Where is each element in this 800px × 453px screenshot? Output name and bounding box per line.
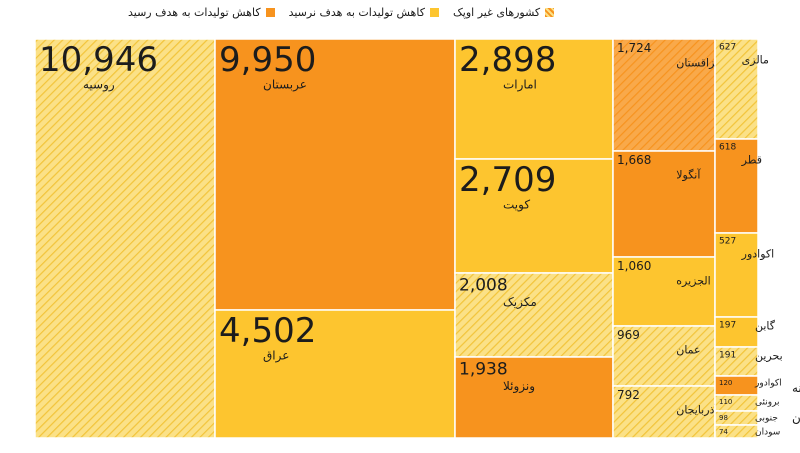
treemap-cell [612,150,716,258]
cell-name-label: عربستان [263,77,307,92]
cell-name-label: مکزیک [503,295,537,310]
cell-value-label: 2,709 [459,160,556,200]
legend-label: کشورهای غیر اوپک [452,6,541,19]
legend-item-non-opec: کشورهای غیر اوپک [452,6,555,19]
cell-value-label: 9,950 [219,40,316,80]
cell-name-label: کویت [503,197,530,212]
cell-name-label: گابن [755,319,776,332]
cell-value-label: 2,898 [459,40,556,80]
cell-value-label: 527 [719,237,736,247]
treemap-cell [612,38,716,152]
cell-name-label: امارات [503,77,537,92]
cell-value-label: 98 [719,414,728,422]
treemap-cell [454,272,614,358]
cell-name-label: قطر [741,154,762,167]
legend-label: کاهش تولیدات به هدف رسید [128,6,261,19]
legend: کشورهای غیر اوپک کاهش تولیدات به هدف نرس… [128,6,555,19]
legend-item-target-met: کاهش تولیدات به هدف رسید [128,6,275,19]
cell-value-label: 10,946 [39,40,158,80]
cell-name-label: مالزی [742,54,769,67]
cell-name-label: آذربایجان [676,402,718,416]
cell-name-label: ونزوئلا [503,379,535,394]
cell-name-label: الجزیره [676,274,710,287]
cell-value-label: 110 [719,398,732,406]
cell-name-label: جنوبی [755,414,778,424]
legend-item-target-not-met: کاهش تولیدات به هدف نرسید [289,6,439,19]
legend-swatch-target-met [265,8,275,17]
cell-outside-label: سودان [792,411,800,426]
treemap-cell [714,346,759,377]
cell-value-label: 1,938 [459,359,508,379]
cell-outside-label: گینه [792,381,800,395]
treemap-cell [214,38,456,311]
cell-value-label: 191 [719,351,736,361]
cell-name-label: سودان [755,428,780,438]
treemap-cell [714,38,759,140]
treemap-cell [714,138,759,234]
cell-name-label: برونئی [755,398,780,408]
cell-value-label: 2,008 [459,275,508,295]
cell-value-label: 969 [617,328,640,342]
legend-swatch-non-opec [545,8,555,17]
legend-swatch-target-not-met [429,8,439,17]
cell-value-label: 197 [719,321,736,331]
cell-value-label: 1,668 [617,153,651,167]
cell-value-label: 74 [719,428,728,436]
cell-name-label: روسیه [83,77,115,92]
treemap-cell [454,356,614,439]
cell-name-label: آنگولا [676,167,701,181]
treemap-cell [454,158,614,274]
treemap-cell [714,232,759,318]
cell-value-label: 618 [719,143,736,153]
cell-value-label: 1,060 [617,259,651,273]
cell-name-label: عراق [263,348,289,363]
treemap-cell [714,316,759,348]
legend-label: کاهش تولیدات به هدف نرسید [288,6,425,19]
cell-name-label: عمان [676,343,700,356]
cell-value-label: 627 [719,43,736,53]
cell-value-label: 1,724 [617,41,651,55]
cell-name-label: بحرین [755,349,783,362]
treemap-cell [612,385,716,439]
cell-name-label: اکوادور [741,248,775,261]
cell-value-label: 120 [719,379,732,387]
cell-name-label: اکوادور [754,379,782,389]
treemap-cell [714,424,759,439]
cell-value-label: 4,502 [219,311,316,351]
treemap-cell [34,38,216,439]
cell-name-label: قزاقستان [676,56,720,69]
treemap-cell [612,325,716,387]
cell-value-label: 792 [617,388,640,402]
